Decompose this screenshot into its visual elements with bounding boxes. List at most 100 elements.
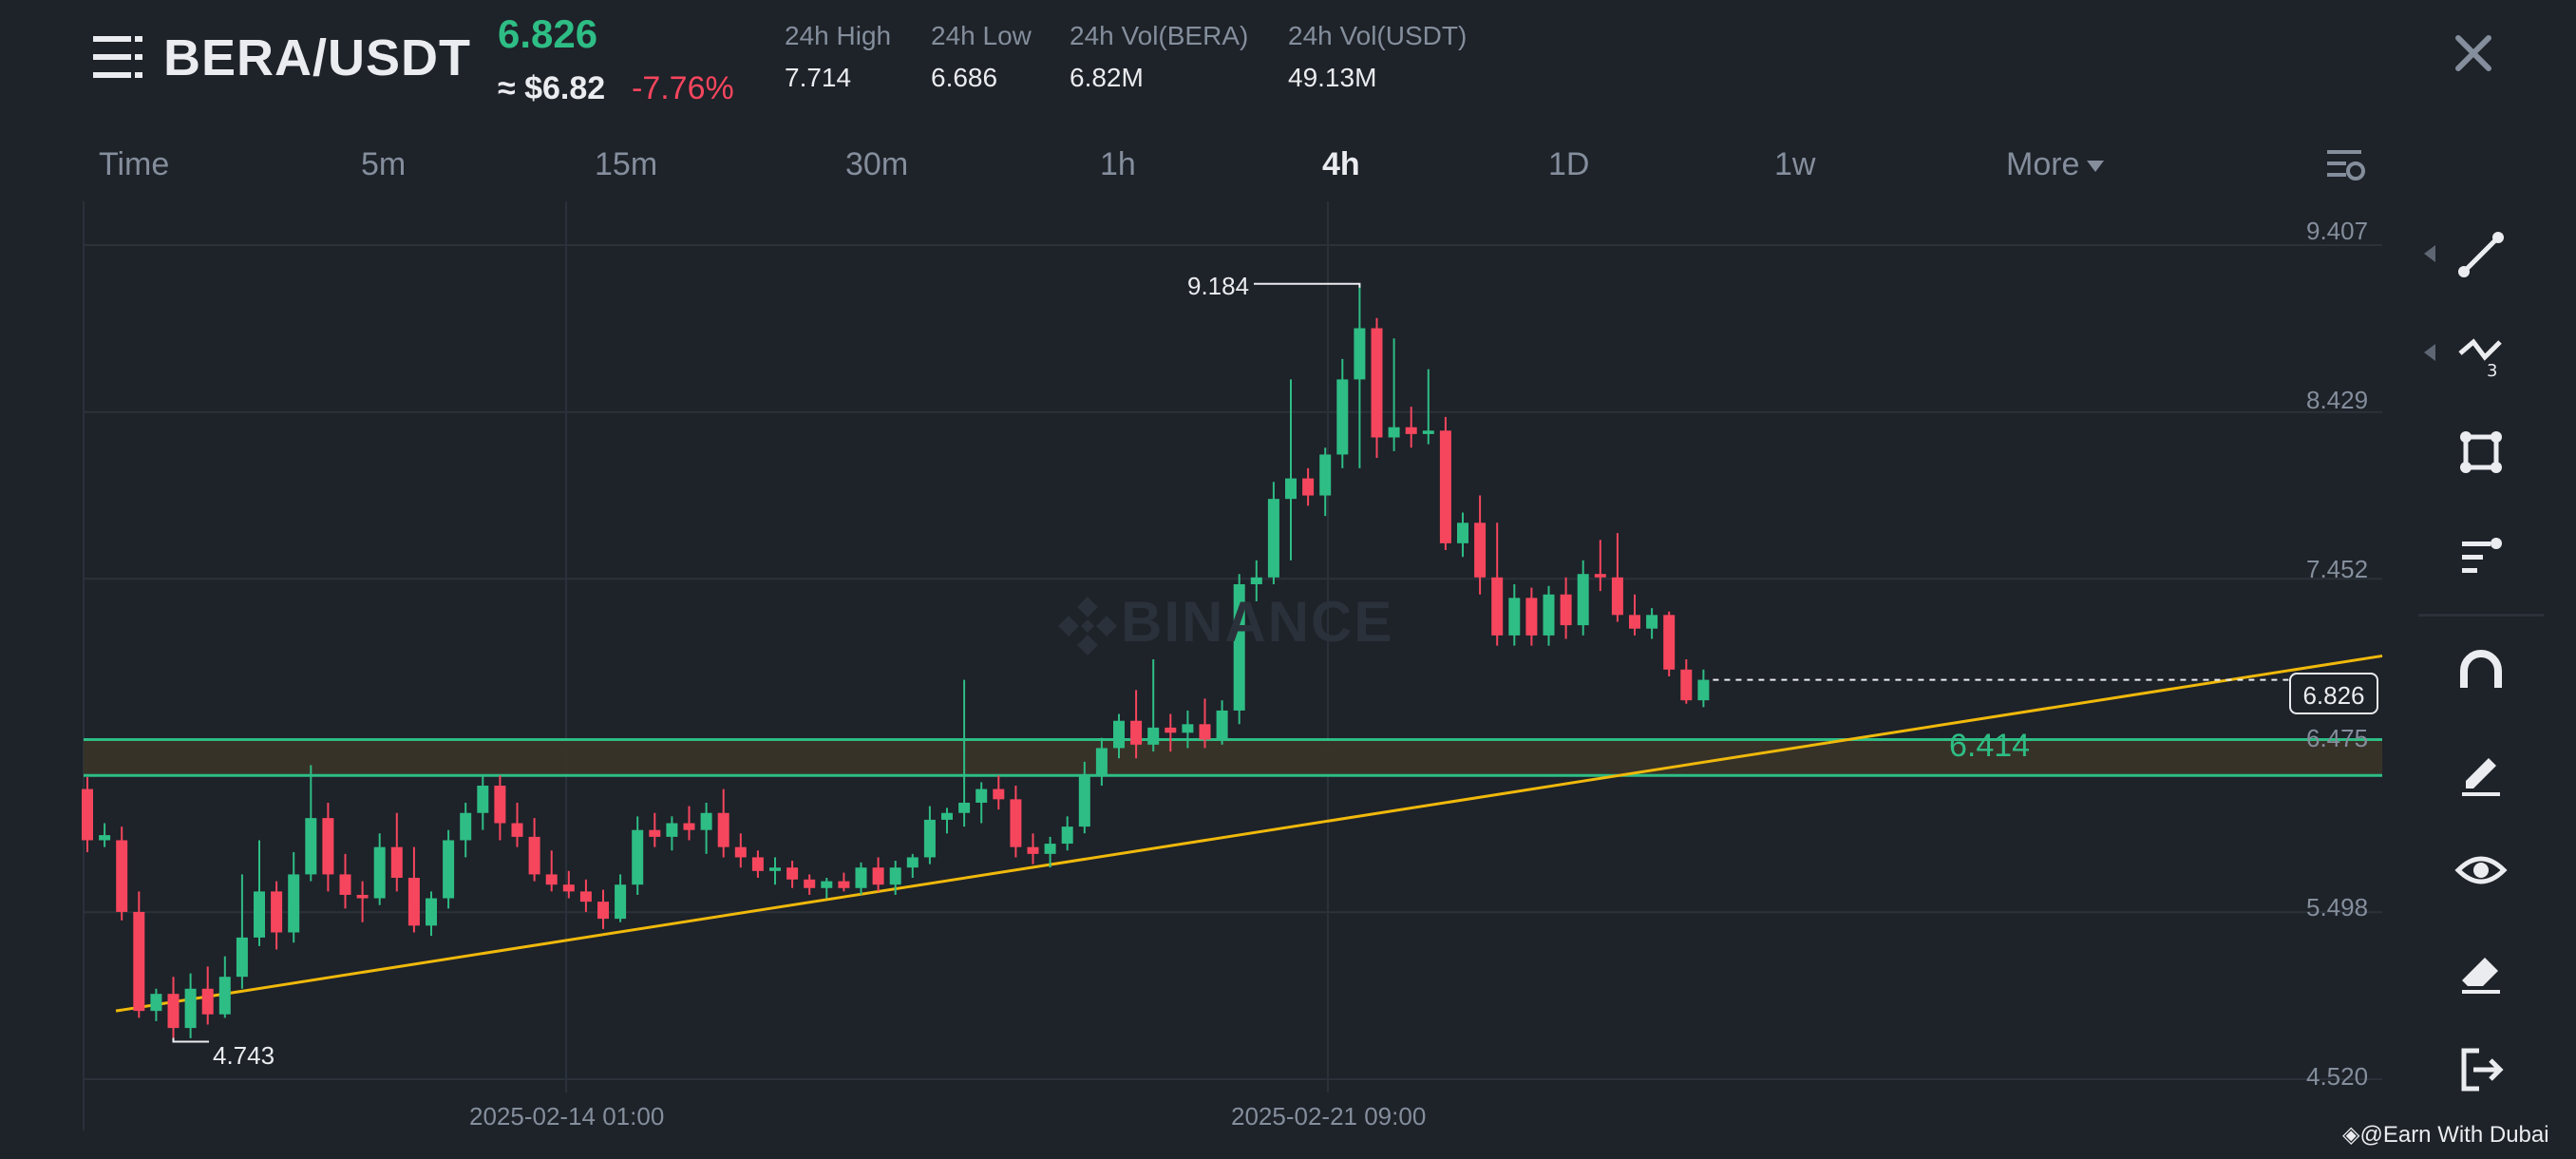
high-leader-line bbox=[1254, 282, 1361, 288]
tab-15m[interactable]: 15m bbox=[595, 146, 658, 182]
candle-body bbox=[597, 902, 609, 920]
stat-label-24h-vol-usdt: 24h Vol(USDT) bbox=[1288, 21, 1468, 50]
candle-body bbox=[649, 829, 661, 837]
caret-left-icon bbox=[2424, 245, 2435, 262]
eye-icon[interactable] bbox=[2453, 842, 2510, 899]
trendline bbox=[115, 654, 2383, 1013]
candle-body bbox=[872, 867, 884, 885]
credit-label: @Earn With Dubai bbox=[2359, 1122, 2549, 1148]
candle-body bbox=[1405, 427, 1417, 434]
stat-value-24h-vol-bera: 6.82M bbox=[1070, 63, 1144, 92]
candle-body bbox=[82, 788, 93, 841]
tab-time[interactable]: Time bbox=[99, 146, 170, 182]
binance-logo-icon: ◈ bbox=[2342, 1122, 2360, 1148]
candle-body bbox=[632, 829, 644, 885]
chart-settings-icon[interactable] bbox=[2325, 144, 2367, 186]
watermark-text: BINANCE bbox=[1121, 590, 1394, 654]
candle-body bbox=[769, 867, 781, 871]
candle-body bbox=[615, 884, 627, 920]
price-tick: 7.452 bbox=[2306, 555, 2369, 583]
candle-body bbox=[1439, 430, 1451, 543]
candle-body bbox=[236, 937, 248, 978]
stat-value-24h-vol-usdt: 49.13M bbox=[1288, 63, 1377, 92]
price-tick: 5.498 bbox=[2306, 893, 2369, 922]
candle-body bbox=[1680, 669, 1693, 701]
pair-title: BERA/USDT bbox=[163, 29, 472, 86]
low-annotation: 4.743 bbox=[213, 1041, 275, 1070]
change-percent: -7.76% bbox=[632, 70, 734, 106]
stat-value-24h-high: 7.714 bbox=[785, 63, 852, 92]
tab-more[interactable]: More bbox=[2006, 146, 2105, 183]
menu-icon[interactable] bbox=[93, 34, 142, 80]
candle-body bbox=[734, 846, 747, 858]
chevron-down-icon bbox=[2087, 161, 2105, 173]
candle-body bbox=[511, 823, 523, 837]
exit-icon[interactable] bbox=[2453, 1041, 2510, 1098]
candle-body bbox=[545, 874, 558, 885]
close-icon[interactable] bbox=[2451, 30, 2496, 76]
tab-4h[interactable]: 4h bbox=[1322, 146, 1360, 182]
candlestick-chart[interactable] bbox=[0, 200, 2384, 1159]
candle-body bbox=[407, 878, 420, 926]
candle-body bbox=[1130, 720, 1143, 745]
candle-body bbox=[1336, 379, 1349, 455]
candle-body bbox=[1010, 799, 1022, 847]
trendline-line bbox=[115, 654, 2383, 1013]
price-tick: 6.475 bbox=[2306, 724, 2369, 752]
candle-body bbox=[579, 891, 592, 902]
line-tool-icon[interactable] bbox=[2453, 226, 2510, 283]
candle-body bbox=[443, 840, 455, 899]
candle-body bbox=[1543, 594, 1555, 636]
candle-body bbox=[786, 867, 799, 880]
fib-tool-icon[interactable]: 3 bbox=[2453, 325, 2510, 382]
candle-body bbox=[167, 994, 180, 1029]
candle-body bbox=[1508, 598, 1521, 636]
candle-body bbox=[390, 846, 403, 879]
candle-body bbox=[804, 879, 816, 888]
tab-30m[interactable]: 30m bbox=[845, 146, 909, 182]
candle-body bbox=[1233, 583, 1245, 711]
tab-1w[interactable]: 1w bbox=[1774, 146, 1816, 182]
chart-grid bbox=[83, 201, 2382, 1130]
candle-body bbox=[1078, 775, 1090, 827]
tab-more-label: More bbox=[2006, 146, 2080, 182]
candles bbox=[82, 283, 1710, 1042]
stat-label-24h-high: 24h High bbox=[785, 21, 892, 50]
candle-body bbox=[1491, 577, 1504, 636]
candle-body bbox=[975, 788, 988, 803]
rectangle-tool-icon[interactable] bbox=[2453, 424, 2510, 481]
candle-body bbox=[958, 802, 971, 813]
candle-body bbox=[373, 846, 386, 899]
tab-1d[interactable]: 1D bbox=[1548, 146, 1590, 182]
candle-body bbox=[494, 785, 506, 824]
candle-body bbox=[1095, 748, 1108, 776]
candle-body bbox=[906, 857, 919, 868]
pencil-icon[interactable] bbox=[2453, 743, 2510, 800]
candle-body bbox=[1594, 574, 1606, 578]
candle-body bbox=[1354, 328, 1366, 380]
candle-body bbox=[356, 894, 369, 899]
approx-usd-price: ≈ $6.82 bbox=[498, 70, 606, 106]
candle-body bbox=[271, 891, 283, 933]
candle-body bbox=[1113, 720, 1125, 749]
stat-label-24h-low: 24h Low bbox=[931, 21, 1032, 50]
indicator-tool-icon[interactable] bbox=[2453, 528, 2510, 585]
candle-body bbox=[1302, 478, 1315, 496]
candle-body bbox=[288, 874, 300, 933]
candle-body bbox=[683, 823, 695, 830]
candle-body bbox=[923, 819, 936, 858]
candle-body bbox=[838, 881, 850, 888]
candle-body bbox=[666, 823, 678, 837]
tab-1h[interactable]: 1h bbox=[1100, 146, 1136, 182]
support-zone-fill bbox=[84, 739, 2382, 776]
tab-5m[interactable]: 5m bbox=[361, 146, 407, 182]
candle-body bbox=[150, 994, 162, 1012]
candle-body bbox=[717, 812, 729, 847]
eraser-icon[interactable] bbox=[2453, 942, 2510, 999]
watermark: BINANCE bbox=[1054, 589, 1393, 659]
candle-body bbox=[99, 835, 111, 841]
magnet-icon[interactable] bbox=[2453, 642, 2510, 699]
chart-annotations bbox=[172, 282, 2289, 1043]
candle-body bbox=[1560, 594, 1572, 626]
candle-body bbox=[1216, 710, 1228, 740]
